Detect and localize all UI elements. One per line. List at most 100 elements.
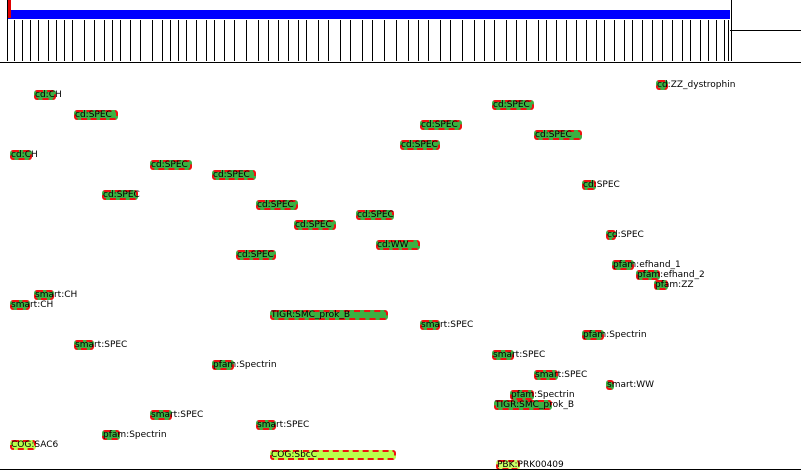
feature-box[interactable] [150,160,192,170]
ruler-tick [38,20,39,61]
feature-box[interactable] [212,360,234,370]
ruler-tick [484,20,485,61]
feature-box[interactable] [150,410,172,420]
feature-box[interactable] [534,130,582,140]
feature-box[interactable] [420,320,440,330]
overview-ruler[interactable] [0,0,801,63]
ruler-tick [372,20,373,61]
feature-label: cd:SPEC [607,230,644,240]
feature-box[interactable] [256,200,298,210]
ruler-tick [340,20,341,61]
feature-label: pfam:efhand_1 [613,260,681,270]
feature-box[interactable] [34,90,56,100]
ruler-tick [418,20,419,61]
ruler-tick [396,20,397,61]
ruler-tick [682,20,683,61]
feature-box[interactable] [534,370,558,380]
ruler-tick [170,20,171,61]
feature-box[interactable] [236,250,276,260]
ruler-tick [662,20,663,61]
feature-box[interactable] [270,450,396,460]
feature-box[interactable] [612,260,634,270]
ruler-tick [48,20,49,61]
feature-box[interactable] [376,240,420,250]
feature-box[interactable] [270,310,388,320]
feature-box[interactable] [10,440,36,450]
feature-box[interactable] [74,340,94,350]
feature-label: cd:CH [11,150,38,160]
ruler-tick [556,20,557,61]
ruler-tick [120,20,121,61]
feature-label: cd:SPEC [213,170,250,180]
ruler-tick [652,20,653,61]
feature-label: smart:SPEC [535,370,588,380]
feature-label: smart:SPEC [493,350,546,360]
ruler-tick [506,20,507,61]
ruler-tick [178,20,179,61]
ruler-tick [462,20,463,61]
feature-box[interactable] [400,140,440,150]
feature-box[interactable] [10,300,30,310]
feature-label: PBK:PRK00409 [497,460,564,470]
ruler-tick [186,20,187,61]
ruler-tick [708,20,709,61]
ruler-tick [130,20,131,61]
feature-label: cd:SPEC [357,210,394,220]
feature-box[interactable] [494,400,552,410]
feature-box[interactable] [636,270,660,280]
feature-label: smart:SPEC [151,410,204,420]
ruler-tick [22,20,23,61]
feature-label: cd:SPEC [493,100,530,110]
feature-box[interactable] [356,210,394,220]
ruler-tick [690,20,691,61]
ruler-tick [494,20,495,61]
ruler-tick [234,20,235,61]
feature-box[interactable] [420,120,462,130]
ruler-tick [246,20,247,61]
feature-box[interactable] [582,330,604,340]
feature-label: cd:SPEC [103,190,140,200]
feature-box[interactable] [74,110,118,120]
ruler-tick [104,20,105,61]
feature-box[interactable] [654,280,668,290]
ruler-tick [94,20,95,61]
ruler-tick [632,20,633,61]
ruler-tick [268,20,269,61]
feature-label: smart:WW [607,380,655,390]
feature-box[interactable] [656,80,668,90]
feature-label: smart:CH [35,290,78,300]
ruler-tick [428,20,429,61]
ruler-tick [604,20,605,61]
feature-box[interactable] [102,190,138,200]
ruler-tick [546,20,547,61]
feature-label: TIGR:SMC_prok_B [271,310,351,320]
feature-box[interactable] [492,100,534,110]
track-bottom-border [0,469,801,470]
feature-box[interactable] [510,390,534,400]
ruler-baseline [730,30,801,31]
feature-label: cd:SPEC [237,250,274,260]
feature-box[interactable] [34,290,54,300]
feature-label: cd:SPEC [295,220,332,230]
feature-box[interactable] [256,420,276,430]
feature-box[interactable] [102,430,120,440]
feature-box[interactable] [10,150,32,160]
feature-box[interactable] [492,350,514,360]
feature-box[interactable] [294,220,336,230]
feature-label: pfam:Spectrin [583,330,647,340]
ruler-tick [728,20,729,61]
ruler-tick [278,20,279,61]
feature-box[interactable] [582,180,596,190]
feature-box[interactable] [212,170,256,180]
ruler-tick [716,20,717,61]
feature-label: COG:SbcC [271,450,318,460]
ruler-tick [328,20,329,61]
feature-box[interactable] [606,380,614,390]
overview-sequence-bar[interactable] [8,10,730,19]
ruler-tick [206,20,207,61]
ruler-tick [112,20,113,61]
feature-box[interactable] [606,230,616,240]
ruler-tick [350,20,351,61]
ruler-tick [576,20,577,61]
position-marker[interactable] [8,0,11,18]
